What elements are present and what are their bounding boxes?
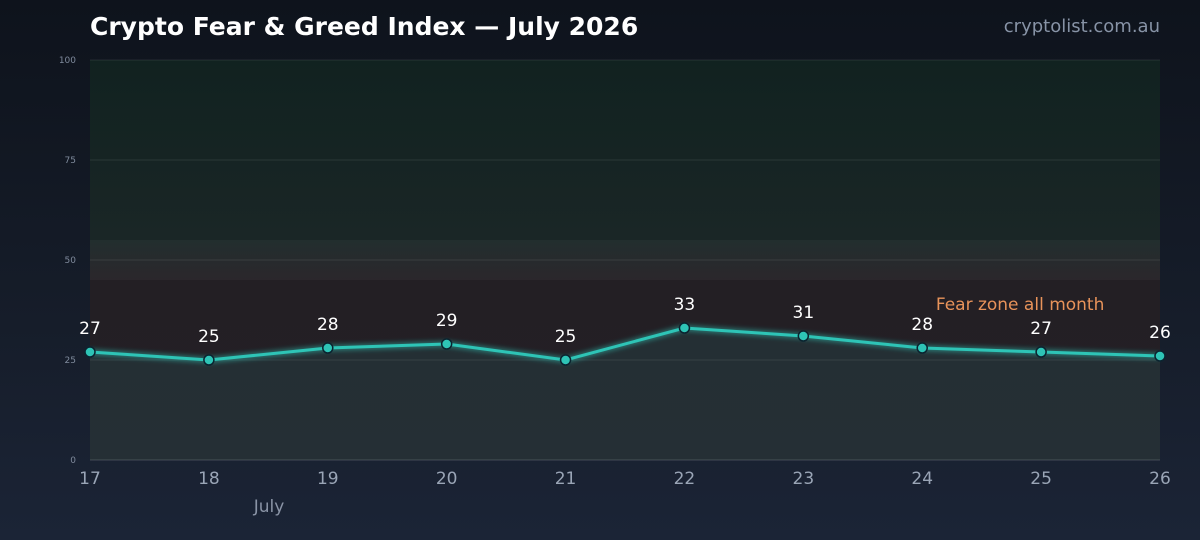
data-point (678, 322, 691, 334)
y-tick-label: 25 (65, 356, 76, 366)
data-label: 27 (79, 319, 101, 339)
data-label: 27 (1030, 319, 1052, 339)
x-tick-label: 19 (317, 469, 339, 489)
neutral-band (90, 240, 1160, 280)
data-point (559, 354, 572, 366)
x-tick-label: 26 (1149, 469, 1171, 489)
data-label: 25 (198, 327, 220, 347)
x-tick-label: 21 (555, 469, 577, 489)
data-point (440, 338, 453, 350)
data-label: 28 (317, 315, 339, 335)
data-labels: 27 25 28 29 25 33 31 28 27 26 (79, 295, 1171, 347)
data-point (916, 342, 928, 354)
data-label: 25 (555, 327, 577, 347)
source-label: cryptolist.com.au (1004, 16, 1160, 37)
data-point (1154, 350, 1166, 362)
y-axis-ticks: 0 25 50 75 100 (59, 56, 76, 466)
x-tick-label: 25 (1030, 469, 1052, 489)
x-tick-label: 24 (911, 469, 933, 489)
data-label: 33 (674, 295, 696, 315)
annotation-fear-zone: Fear zone all month (936, 295, 1105, 315)
x-tick-label: 17 (79, 469, 101, 489)
y-tick-label: 50 (65, 256, 77, 266)
chart-title: Crypto Fear & Greed Index — July 2026 (90, 12, 638, 41)
data-point (1035, 346, 1047, 358)
data-label: 31 (793, 303, 815, 323)
grid-lines (90, 59, 1160, 461)
x-axis-label: July (253, 497, 285, 517)
data-point (322, 342, 334, 354)
plot-area (90, 60, 1160, 460)
x-tick-label: 18 (198, 469, 220, 489)
y-tick-label: 75 (65, 156, 76, 166)
data-point (84, 346, 96, 358)
data-label: 26 (1149, 323, 1171, 343)
data-point (203, 354, 215, 366)
data-label: 29 (436, 311, 458, 331)
data-point (797, 330, 810, 342)
y-tick-label: 0 (70, 456, 76, 466)
x-tick-label: 23 (793, 469, 815, 489)
y-tick-label: 100 (59, 56, 76, 66)
data-label: 28 (911, 315, 933, 335)
x-axis-ticks: 17 18 19 20 21 22 23 24 25 26 (79, 469, 1171, 489)
series-line (89, 326, 1161, 362)
x-tick-label: 20 (436, 469, 458, 489)
series-area (90, 328, 1160, 460)
x-tick-label: 22 (674, 469, 696, 489)
data-points (84, 322, 1166, 366)
